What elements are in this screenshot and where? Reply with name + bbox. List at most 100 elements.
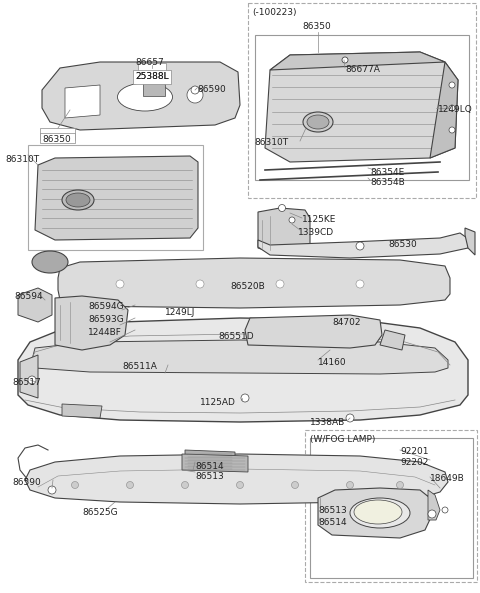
- Circle shape: [187, 87, 203, 103]
- Polygon shape: [182, 454, 248, 472]
- Text: 1125KE: 1125KE: [302, 215, 336, 224]
- Polygon shape: [42, 62, 240, 130]
- Text: 86590: 86590: [197, 85, 226, 94]
- Polygon shape: [25, 454, 448, 504]
- Circle shape: [356, 242, 364, 250]
- Text: 84702: 84702: [332, 318, 360, 327]
- Text: 86514: 86514: [318, 518, 347, 527]
- Text: 86593G: 86593G: [88, 315, 124, 324]
- Polygon shape: [318, 488, 432, 538]
- Text: 86657: 86657: [135, 58, 164, 67]
- Text: 86350: 86350: [302, 22, 331, 31]
- Text: 86513: 86513: [195, 472, 224, 481]
- Circle shape: [442, 507, 448, 513]
- Polygon shape: [35, 156, 198, 240]
- Circle shape: [116, 280, 124, 288]
- Polygon shape: [32, 340, 448, 374]
- Circle shape: [237, 482, 243, 489]
- Text: (-100223): (-100223): [252, 8, 297, 17]
- Text: 1339CD: 1339CD: [298, 228, 334, 237]
- Bar: [40, 128, 75, 140]
- Bar: [143, 82, 165, 96]
- Ellipse shape: [303, 112, 333, 132]
- Bar: [255, 35, 469, 180]
- Circle shape: [428, 510, 436, 518]
- Polygon shape: [428, 490, 440, 520]
- Text: 86517: 86517: [12, 378, 41, 387]
- Circle shape: [181, 482, 189, 489]
- Polygon shape: [58, 258, 450, 308]
- Text: 1249LJ: 1249LJ: [165, 308, 195, 317]
- Text: 25388L: 25388L: [135, 72, 168, 81]
- Bar: [40, 133, 75, 143]
- Text: 86594G: 86594G: [88, 302, 124, 311]
- Ellipse shape: [350, 498, 410, 528]
- Text: (W/FOG LAMP): (W/FOG LAMP): [310, 435, 375, 444]
- Text: 86525G: 86525G: [82, 508, 118, 517]
- Text: 86354B: 86354B: [370, 178, 405, 187]
- Text: 86350: 86350: [42, 135, 71, 144]
- Text: 86551D: 86551D: [218, 332, 253, 341]
- Polygon shape: [258, 208, 310, 255]
- Ellipse shape: [62, 190, 94, 210]
- Text: 92202: 92202: [400, 458, 428, 467]
- Circle shape: [28, 376, 36, 384]
- Text: 86354E: 86354E: [370, 168, 404, 177]
- Polygon shape: [245, 315, 382, 348]
- Text: 25388L: 25388L: [135, 72, 168, 81]
- Polygon shape: [265, 52, 458, 162]
- Ellipse shape: [118, 83, 172, 111]
- Text: 86514: 86514: [195, 462, 224, 471]
- Text: 86310T: 86310T: [254, 138, 288, 147]
- Circle shape: [196, 280, 204, 288]
- Circle shape: [449, 127, 455, 133]
- Circle shape: [241, 394, 249, 402]
- Circle shape: [291, 482, 299, 489]
- Circle shape: [276, 280, 284, 288]
- Text: 86590: 86590: [12, 478, 41, 487]
- Text: 86594: 86594: [14, 292, 43, 301]
- Circle shape: [72, 482, 79, 489]
- Circle shape: [289, 217, 295, 223]
- Polygon shape: [20, 355, 38, 398]
- Bar: [248, 3, 476, 198]
- Polygon shape: [465, 228, 475, 255]
- Bar: [138, 63, 166, 75]
- Text: 86530: 86530: [388, 240, 417, 249]
- Text: 86310T: 86310T: [5, 155, 39, 164]
- Ellipse shape: [354, 500, 402, 524]
- Ellipse shape: [66, 193, 90, 207]
- Polygon shape: [380, 330, 405, 350]
- Circle shape: [342, 57, 348, 63]
- Bar: [133, 70, 171, 84]
- Text: 18649B: 18649B: [430, 474, 465, 483]
- Circle shape: [191, 86, 199, 94]
- Text: 1244BF: 1244BF: [88, 328, 122, 337]
- Bar: [28, 145, 203, 250]
- Circle shape: [278, 205, 286, 212]
- Polygon shape: [62, 404, 102, 418]
- Circle shape: [449, 82, 455, 88]
- Text: 1338AB: 1338AB: [310, 418, 345, 427]
- Bar: [310, 438, 473, 578]
- Ellipse shape: [307, 115, 329, 129]
- Circle shape: [127, 482, 133, 489]
- Polygon shape: [65, 85, 100, 118]
- Bar: [305, 430, 477, 582]
- Polygon shape: [18, 318, 468, 422]
- Text: 14160: 14160: [318, 358, 347, 367]
- Circle shape: [396, 482, 404, 489]
- Circle shape: [356, 280, 364, 288]
- Text: 86677A: 86677A: [345, 65, 380, 74]
- Text: 86511A: 86511A: [122, 362, 157, 371]
- Text: 92201: 92201: [400, 447, 429, 456]
- Circle shape: [449, 105, 455, 111]
- Text: 86513: 86513: [318, 506, 347, 515]
- Ellipse shape: [32, 251, 68, 273]
- Circle shape: [347, 482, 353, 489]
- Polygon shape: [258, 233, 470, 258]
- Polygon shape: [270, 52, 445, 70]
- Polygon shape: [430, 62, 458, 158]
- Text: 1249LQ: 1249LQ: [438, 105, 473, 114]
- Polygon shape: [55, 296, 128, 350]
